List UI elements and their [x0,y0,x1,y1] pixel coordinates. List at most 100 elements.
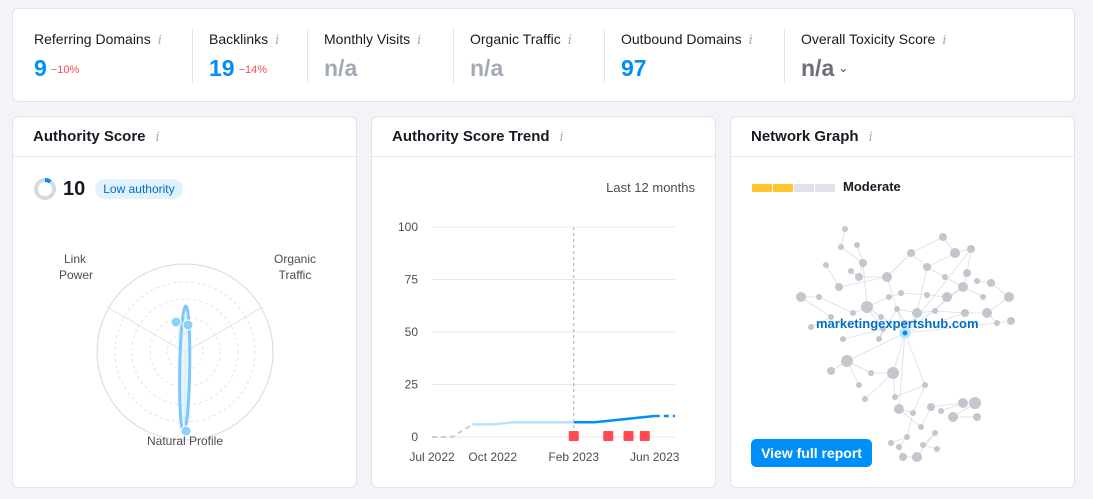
graph-node[interactable] [808,324,814,330]
metric-value[interactable]: n/a [801,55,835,81]
graph-node[interactable] [948,412,958,422]
network-graph[interactable] [731,217,1076,477]
graph-node[interactable] [980,294,986,300]
graph-node[interactable] [910,410,916,416]
graph-node[interactable] [942,292,952,302]
graph-node[interactable] [841,355,853,367]
view-full-report-button[interactable]: View full report [751,439,872,467]
info-icon[interactable]: i [157,33,162,48]
graph-node[interactable] [859,259,867,267]
graph-node[interactable] [816,294,822,300]
graph-node[interactable] [880,326,886,332]
graph-node[interactable] [1004,292,1014,302]
graph-node-primary[interactable] [899,327,911,339]
graph-node[interactable] [942,274,948,280]
metric-value[interactable]: 9 [34,55,47,81]
info-icon[interactable]: i [155,130,160,145]
event-flag-icon[interactable] [603,431,614,441]
graph-node[interactable] [961,309,969,317]
graph-node[interactable] [907,249,915,257]
graph-node[interactable] [920,442,926,448]
graph-node[interactable] [888,440,894,446]
graph-edge [842,328,884,340]
graph-node[interactable] [904,434,910,440]
metric-label: Outbound Domains [621,31,742,47]
graph-node[interactable] [924,292,930,298]
info-icon[interactable]: i [868,130,873,145]
graph-node[interactable] [958,398,968,408]
info-icon[interactable]: i [942,33,947,48]
graph-node[interactable] [987,279,995,287]
graph-node[interactable] [912,452,922,462]
graph-node[interactable] [894,404,904,414]
graph-node[interactable] [938,408,944,414]
graph-node[interactable] [1007,317,1015,325]
radar-label-organic-traffic: Organic Traffic [273,252,317,282]
graph-node[interactable] [932,308,938,314]
graph-edge [930,402,964,408]
event-flag-icon[interactable] [639,431,650,441]
graph-node[interactable] [927,403,935,411]
chevron-down-icon[interactable]: ⌄ [838,61,849,75]
graph-node[interactable] [796,292,806,302]
graph-node[interactable] [969,397,981,409]
graph-node[interactable] [934,446,940,452]
graph-node[interactable] [827,367,835,375]
graph-node[interactable] [912,308,922,318]
graph-node[interactable] [918,424,924,430]
info-icon[interactable]: i [748,33,753,48]
graph-node[interactable] [854,242,860,248]
graph-node[interactable] [838,244,844,250]
graph-node[interactable] [842,226,848,232]
graph-node[interactable] [868,370,874,376]
graph-node[interactable] [950,248,960,258]
event-flag-icon[interactable] [568,431,579,441]
metric-value[interactable]: 97 [621,55,647,81]
info-icon[interactable]: i [559,130,564,145]
graph-node[interactable] [887,367,899,379]
graph-node[interactable] [939,233,947,241]
metric-value[interactable]: 19 [209,55,235,81]
graph-node[interactable] [963,269,971,277]
graph-node[interactable] [850,310,856,316]
info-icon[interactable]: i [567,33,572,48]
graph-node[interactable] [848,268,854,274]
graph-node[interactable] [855,273,863,281]
info-icon[interactable]: i [417,33,422,48]
graph-node[interactable] [896,444,902,450]
graph-node[interactable] [898,290,904,296]
graph-node[interactable] [902,320,908,326]
radar-label-natural-profile: Natural Profile [146,434,224,448]
graph-node[interactable] [856,382,862,388]
graph-node[interactable] [840,336,846,342]
graph-node[interactable] [892,394,898,400]
graph-node[interactable] [835,283,843,291]
score-ring-icon [34,178,56,200]
graph-node[interactable] [886,294,892,300]
graph-node[interactable] [828,314,834,320]
graph-node[interactable] [861,301,873,313]
graph-node[interactable] [899,453,907,461]
graph-node[interactable] [923,263,931,271]
graph-node[interactable] [823,262,829,268]
x-tick-label: Oct 2022 [468,450,517,464]
info-icon[interactable]: i [275,33,280,48]
radar-label-link-power: Link Power [59,252,94,282]
graph-node[interactable] [994,320,1000,326]
event-flag-icon[interactable] [623,431,634,441]
graph-node[interactable] [974,278,980,284]
metric-label: Backlinks [209,31,269,47]
graph-node[interactable] [932,430,938,436]
graph-node[interactable] [894,306,900,312]
graph-node[interactable] [958,282,968,292]
graph-node[interactable] [967,245,975,253]
graph-node[interactable] [922,382,928,388]
graph-node[interactable] [973,413,981,421]
graph-node[interactable] [862,396,868,402]
graph-node[interactable] [982,308,992,318]
graph-node[interactable] [882,272,892,282]
graph-edge [966,248,972,274]
period-selector[interactable]: Last 12 months [606,180,695,195]
graph-node[interactable] [878,314,884,320]
graph-node[interactable] [876,336,882,342]
